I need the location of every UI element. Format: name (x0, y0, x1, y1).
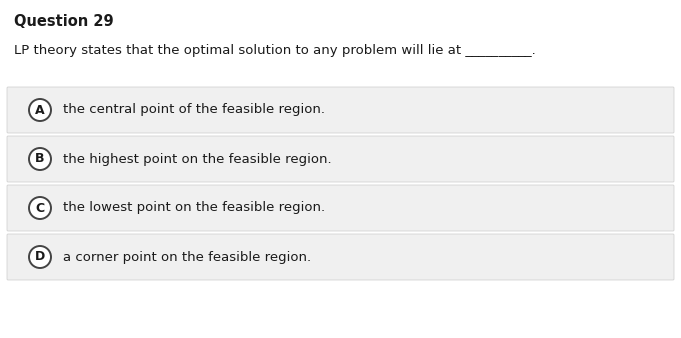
Ellipse shape (29, 148, 51, 170)
Text: D: D (35, 250, 45, 264)
Text: Question 29: Question 29 (14, 14, 114, 29)
FancyBboxPatch shape (7, 136, 674, 182)
Text: the central point of the feasible region.: the central point of the feasible region… (63, 103, 325, 117)
FancyBboxPatch shape (7, 87, 674, 133)
Text: A: A (35, 103, 45, 117)
Ellipse shape (29, 99, 51, 121)
Text: a corner point on the feasible region.: a corner point on the feasible region. (63, 250, 311, 264)
FancyBboxPatch shape (7, 185, 674, 231)
Text: LP theory states that the optimal solution to any problem will lie at __________: LP theory states that the optimal soluti… (14, 44, 536, 57)
Text: B: B (35, 152, 45, 166)
Ellipse shape (29, 246, 51, 268)
Text: the highest point on the feasible region.: the highest point on the feasible region… (63, 152, 332, 166)
Ellipse shape (29, 197, 51, 219)
Text: the lowest point on the feasible region.: the lowest point on the feasible region. (63, 201, 325, 215)
Text: C: C (35, 201, 44, 215)
FancyBboxPatch shape (7, 234, 674, 280)
